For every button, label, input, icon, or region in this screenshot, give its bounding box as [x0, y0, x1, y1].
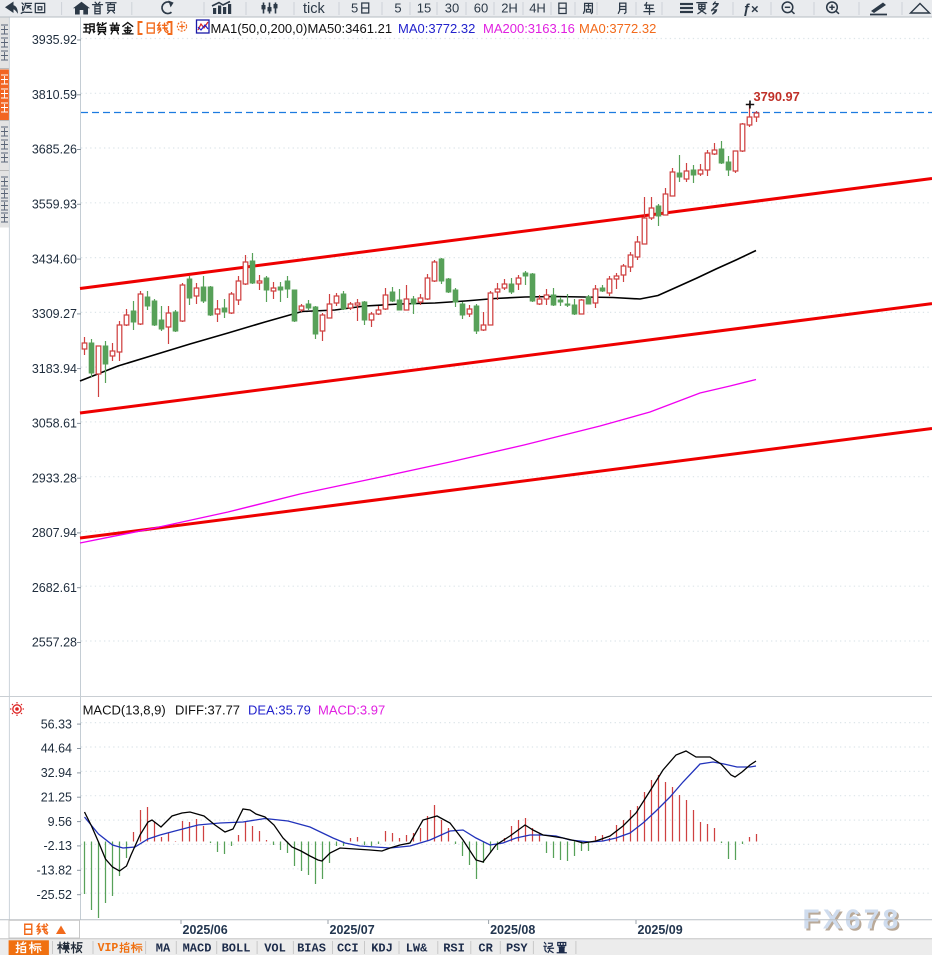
svg-text:RSI: RSI — [443, 942, 465, 955]
svg-text:3183.94: 3183.94 — [32, 362, 77, 376]
svg-text:2025/07: 2025/07 — [330, 923, 375, 937]
svg-text:2933.28: 2933.28 — [32, 471, 77, 485]
svg-text:DIFF:37.77: DIFF:37.77 — [175, 703, 240, 718]
svg-text:MA1(50,0,200,0): MA1(50,0,200,0) — [211, 21, 308, 36]
svg-text:5: 5 — [394, 1, 401, 16]
svg-text:VIP: VIP — [98, 942, 119, 955]
svg-text:-13.82: -13.82 — [37, 864, 72, 878]
svg-text:ƒ: ƒ — [743, 0, 751, 16]
svg-text:2025/09: 2025/09 — [638, 923, 683, 937]
svg-text:2807.94: 2807.94 — [32, 526, 77, 540]
svg-text:MACD: MACD — [183, 942, 212, 955]
svg-text:4H: 4H — [529, 1, 546, 16]
svg-text:DEA:35.79: DEA:35.79 — [248, 703, 311, 718]
svg-text:KDJ: KDJ — [371, 942, 393, 955]
svg-text:FX678: FX678 — [805, 906, 904, 937]
svg-text:3935.92: 3935.92 — [32, 33, 77, 47]
svg-text:LW&: LW& — [406, 942, 428, 955]
svg-text:2025/06: 2025/06 — [183, 923, 228, 937]
svg-text:44.64: 44.64 — [41, 742, 72, 756]
svg-text:×: × — [751, 2, 759, 17]
svg-text:MA50:3461.21: MA50:3461.21 — [308, 21, 393, 36]
svg-text:9.56: 9.56 — [48, 815, 72, 829]
svg-text:VOL: VOL — [264, 942, 286, 955]
svg-text:2H: 2H — [501, 1, 518, 16]
svg-text:BOLL: BOLL — [222, 942, 251, 955]
svg-text:3790.97: 3790.97 — [754, 89, 800, 104]
svg-text:MA0:3772.32: MA0:3772.32 — [579, 21, 656, 36]
svg-text:3559.93: 3559.93 — [32, 198, 77, 212]
svg-text:CR: CR — [478, 942, 493, 955]
svg-text:60: 60 — [474, 1, 488, 16]
svg-text:PSY: PSY — [506, 942, 528, 955]
svg-text:MACD(13,8,9): MACD(13,8,9) — [83, 703, 166, 718]
svg-text:30: 30 — [445, 1, 459, 16]
svg-text:-25.52: -25.52 — [37, 888, 72, 902]
svg-text:-2.13: -2.13 — [44, 839, 73, 853]
svg-text:3058.61: 3058.61 — [32, 417, 77, 431]
svg-text:2025/08: 2025/08 — [490, 923, 535, 937]
svg-text:FX678: FX678 — [803, 904, 902, 935]
svg-text:3685.26: 3685.26 — [32, 143, 77, 157]
svg-text:21.25: 21.25 — [41, 790, 72, 804]
svg-text:MA: MA — [156, 942, 171, 955]
svg-text:BIAS: BIAS — [297, 942, 326, 955]
svg-text:32.94: 32.94 — [41, 766, 72, 780]
svg-text:tick: tick — [303, 1, 326, 17]
svg-text:15: 15 — [417, 1, 431, 16]
svg-text:3434.60: 3434.60 — [32, 252, 77, 266]
svg-text:MA0:3772.32: MA0:3772.32 — [398, 21, 475, 36]
svg-text:2557.28: 2557.28 — [32, 636, 77, 650]
svg-text:MA200:3163.16: MA200:3163.16 — [483, 21, 575, 36]
svg-text:5: 5 — [351, 1, 358, 16]
svg-text:CCI: CCI — [337, 942, 359, 955]
svg-text:3309.27: 3309.27 — [32, 307, 77, 321]
svg-text:56.33: 56.33 — [41, 717, 72, 731]
svg-text:MACD:3.97: MACD:3.97 — [318, 703, 385, 718]
svg-text:2682.61: 2682.61 — [32, 581, 77, 595]
svg-text:3810.59: 3810.59 — [32, 88, 77, 102]
